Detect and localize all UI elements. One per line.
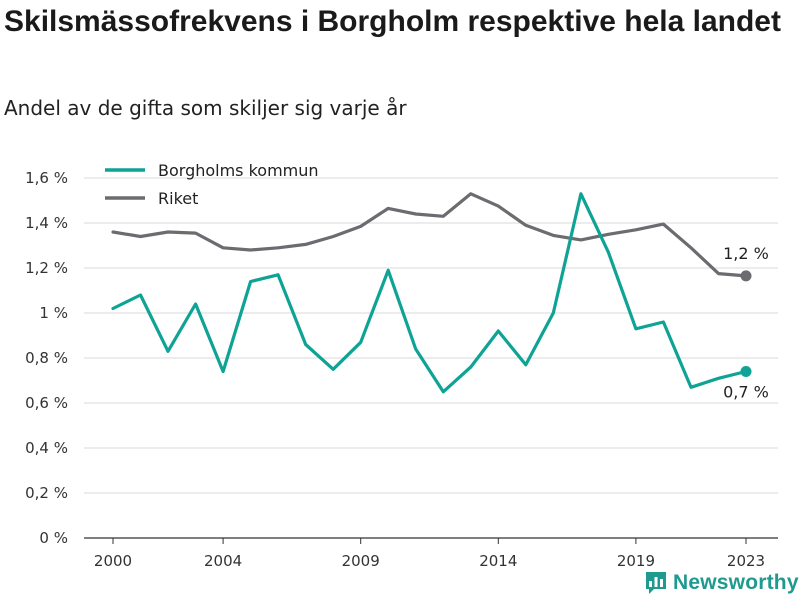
- y-tick-label: 1,6 %: [25, 169, 68, 187]
- y-tick-label: 0,6 %: [25, 394, 68, 412]
- end-value-label: 0,7 %: [723, 383, 769, 402]
- end-point-1: [740, 270, 752, 282]
- legend: Borgholms kommun Riket: [105, 161, 319, 208]
- end-labels: 0,7 % 1,2 %: [723, 244, 769, 402]
- newsworthy-logo: Newsworthy: [645, 568, 799, 598]
- end-point-0: [740, 366, 752, 377]
- x-tick-label: 2000: [94, 552, 132, 570]
- series-lines: [111, 192, 752, 394]
- chart-title: Skilsmässofrekvens i Borgholm respektive…: [4, 5, 781, 38]
- x-tick-label: 2019: [617, 552, 655, 570]
- series-line-0: [111, 192, 748, 394]
- x-axis: 2000 2004 2009 2014 2019 2023: [94, 538, 765, 570]
- legend-label: Borgholms kommun: [158, 161, 319, 180]
- x-tick-label: 2004: [204, 552, 242, 570]
- x-tick-label: 2009: [342, 552, 380, 570]
- x-tick-label: 2014: [479, 552, 517, 570]
- end-value-label: 1,2 %: [723, 244, 769, 263]
- y-tick-label: 1,4 %: [25, 214, 68, 232]
- y-tick-label: 0,2 %: [25, 484, 68, 502]
- brand-name: Newsworthy: [673, 571, 799, 594]
- y-axis-ticks: 0 % 0,2 % 0,4 % 0,6 % 0,8 % 1 % 1,2 % 1,4 % 1,6 …: [25, 169, 68, 547]
- bar-chart-logo-icon: [646, 572, 666, 594]
- y-tick-label: 0,4 %: [25, 439, 68, 457]
- legend-label: Riket: [158, 189, 198, 208]
- y-tick-label: 0,8 %: [25, 349, 68, 367]
- y-tick-label: 1,2 %: [25, 259, 68, 277]
- y-tick-label: 0 %: [39, 529, 68, 547]
- series-line-1: [111, 192, 748, 278]
- chart-subtitle: Andel av de gifta som skiljer sig varje …: [4, 96, 407, 120]
- x-tick-label: 2023: [727, 552, 765, 570]
- y-tick-label: 1 %: [39, 304, 68, 322]
